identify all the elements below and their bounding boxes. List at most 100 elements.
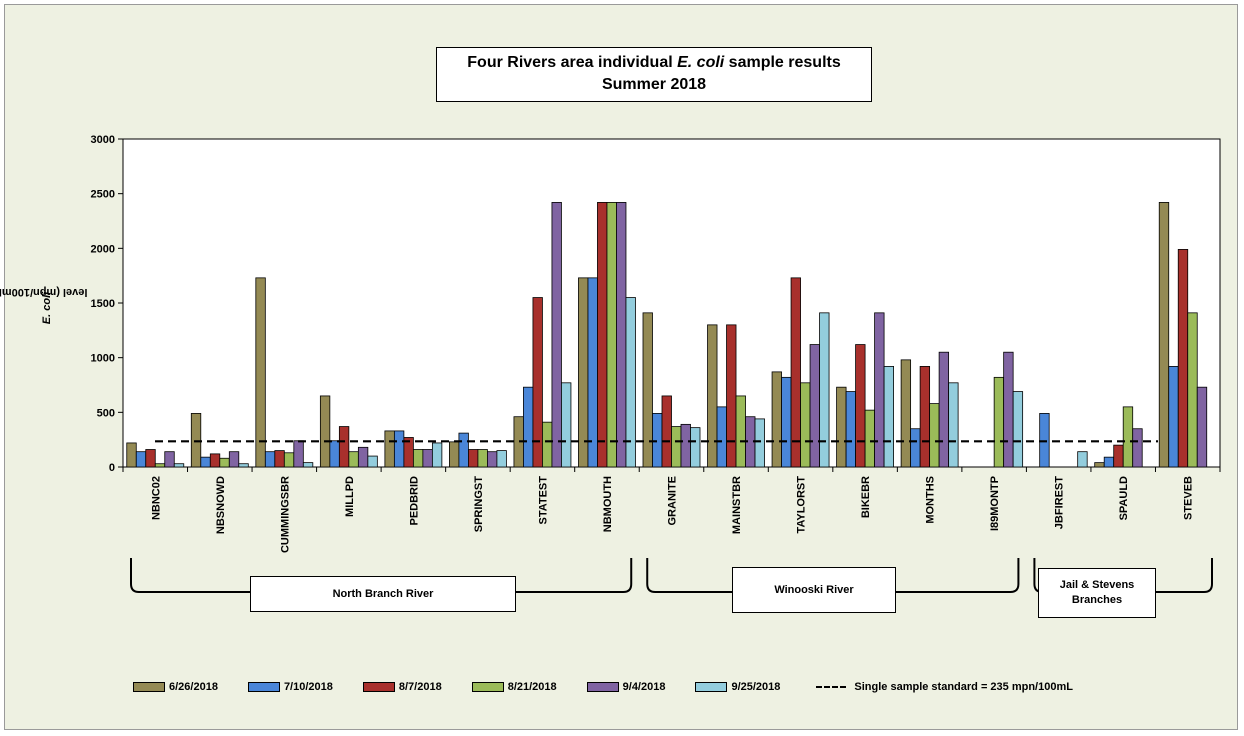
bar xyxy=(993,376,1005,468)
legend-item: 9/4/2018 xyxy=(586,681,666,693)
group-label-line1: North Branch River xyxy=(332,587,434,600)
bar xyxy=(919,366,931,468)
bar xyxy=(164,451,175,468)
bar xyxy=(154,463,166,468)
bar xyxy=(790,277,801,468)
legend-swatch xyxy=(471,682,504,692)
bar xyxy=(726,324,737,468)
bar xyxy=(1122,406,1134,468)
bar xyxy=(587,277,598,468)
bar xyxy=(1103,456,1115,468)
bar xyxy=(707,324,718,468)
bar xyxy=(431,442,443,468)
bar xyxy=(264,451,276,468)
legend-item: 7/10/2018 xyxy=(247,681,333,693)
x-tick-label: I89MONTP xyxy=(989,476,1001,531)
group-label-jail-stevens: Jail & Stevens Branches xyxy=(1038,568,1156,618)
y-tick-label: 2000 xyxy=(91,243,115,255)
y-tick-label: 1000 xyxy=(91,353,115,365)
bar xyxy=(348,451,359,468)
group-label-line1: Jail & Stevens xyxy=(1059,579,1135,591)
bar xyxy=(1158,202,1170,468)
legend-swatch xyxy=(247,682,280,692)
bar xyxy=(1113,444,1124,468)
x-tick-label: MAINSTBR xyxy=(731,476,743,534)
bar xyxy=(929,403,940,468)
bar xyxy=(1132,428,1143,468)
bar xyxy=(338,426,350,468)
legend-swatch xyxy=(586,682,619,692)
bar xyxy=(1177,249,1189,468)
bar xyxy=(477,449,488,468)
legend-swatch xyxy=(133,682,165,692)
bar xyxy=(1003,351,1014,468)
x-tick-label: SPAULD xyxy=(1118,476,1130,520)
bar xyxy=(255,277,266,468)
bar xyxy=(809,344,820,468)
bar xyxy=(625,297,636,468)
legend-label: 8/7/2018 xyxy=(398,681,442,693)
bar xyxy=(1168,366,1179,468)
chart-title: Four Rivers area individual E. coli samp… xyxy=(436,47,872,102)
bar xyxy=(412,449,424,468)
legend-label: 8/21/2018 xyxy=(507,681,557,693)
group-label-line2: Branches xyxy=(1071,594,1123,606)
chart-svg: 0 500 1000 1500 2000 2500 3000 NBNC02 NBSNOWD CUM… xyxy=(91,134,1221,593)
bar xyxy=(319,395,331,468)
legend-dash xyxy=(816,686,847,688)
bar xyxy=(487,451,498,468)
bar xyxy=(874,312,885,468)
y-tick-label: 2500 xyxy=(91,189,115,201)
x-tick-label: NBNC02 xyxy=(150,476,162,520)
bar xyxy=(145,449,156,468)
bar xyxy=(771,371,782,468)
bar xyxy=(209,453,221,468)
legend-label: 6/26/2018 xyxy=(169,681,218,693)
bar xyxy=(200,456,211,468)
bar xyxy=(302,462,314,468)
bar xyxy=(938,351,950,468)
bar xyxy=(283,452,295,468)
y-tick-label: 500 xyxy=(97,407,115,419)
bar xyxy=(1077,451,1088,468)
bar xyxy=(293,440,304,468)
bar xyxy=(228,451,240,468)
bar xyxy=(523,386,534,468)
bar xyxy=(329,440,340,468)
bar xyxy=(219,457,230,468)
bar xyxy=(135,451,147,468)
bar xyxy=(642,312,653,468)
bar xyxy=(393,430,405,468)
bar xyxy=(716,406,727,468)
bar xyxy=(661,395,672,468)
bar xyxy=(754,418,765,468)
bar xyxy=(1094,462,1105,468)
chart-frame: 0 500 1000 1500 2000 2500 3000 NBNC02 NBSNOWD CUM… xyxy=(0,4,1238,730)
bar xyxy=(274,450,285,468)
legend-swatch xyxy=(362,682,395,692)
legend-item: 8/7/2018 xyxy=(362,681,442,693)
x-tick-label: MILLPD xyxy=(344,476,356,517)
x-tick-label: SPRINGST xyxy=(473,476,485,533)
bar xyxy=(606,202,617,468)
legend: 6/26/2018 7/10/2018 8/7/2018 8/21/2018 9… xyxy=(133,679,1073,695)
bar xyxy=(836,386,847,468)
bar xyxy=(126,442,137,468)
bar xyxy=(900,359,912,468)
bar xyxy=(1012,391,1024,468)
bar xyxy=(781,376,792,468)
y-tick-label: 1500 xyxy=(91,298,115,310)
bar xyxy=(422,449,433,468)
bar xyxy=(238,463,249,468)
legend-swatch xyxy=(695,682,728,692)
x-tick-label: NBSNOWD xyxy=(215,476,227,534)
x-tick-label: BIKEBR xyxy=(860,476,872,518)
bar xyxy=(496,450,507,468)
bar xyxy=(532,297,543,468)
group-label-north-branch: North Branch River xyxy=(250,576,516,612)
legend-label: 9/4/2018 xyxy=(622,681,666,693)
bar xyxy=(357,446,369,468)
y-axis-label-rest: level (mpn/100mL) xyxy=(0,285,91,298)
x-tick-label: GRANITE xyxy=(667,476,679,526)
group-label-winooski: Winooski River xyxy=(732,567,896,613)
